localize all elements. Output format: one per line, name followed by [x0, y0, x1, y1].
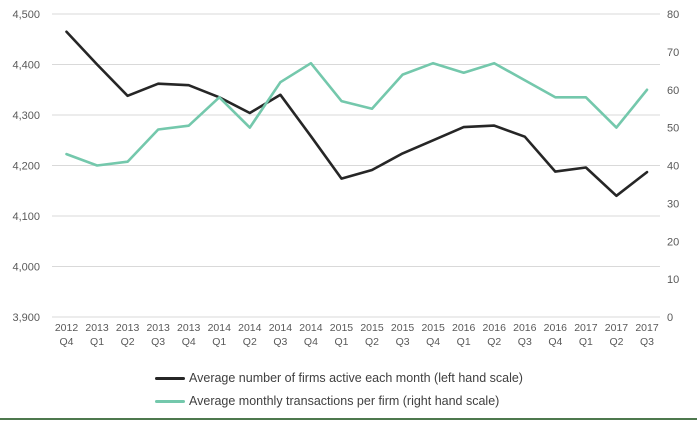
x-axis-tick: 2014 Q4 [299, 322, 323, 348]
x-axis-tick: 2014 Q1 [208, 322, 232, 348]
legend-swatch-transactions-line [155, 399, 185, 403]
x-axis-tick: 2015 Q1 [330, 322, 354, 348]
x-axis-tick: 2013 Q2 [116, 322, 140, 348]
legend-swatch-firms-line [155, 376, 185, 380]
x-axis-tick: 2015 Q3 [391, 322, 415, 348]
x-axis-tick: 2014 Q2 [238, 322, 262, 348]
left-axis-tick: 3,900 [12, 312, 40, 324]
series-line-1 [65, 61, 649, 167]
x-axis-tick: 2016 Q3 [513, 322, 537, 348]
legend-label-transactions: Average monthly transactions per firm (r… [189, 394, 500, 408]
right-axis-tick: 80 [667, 9, 679, 21]
left-axis-tick: 4,500 [12, 9, 40, 21]
x-axis-tick: 2016 Q2 [483, 322, 507, 348]
chart-legend: Average number of firms active each mont… [155, 371, 523, 408]
legend-item-transactions: Average monthly transactions per firm (r… [155, 394, 523, 408]
right-axis-tick: 0 [667, 312, 673, 324]
right-axis-tick: 50 [667, 123, 679, 135]
left-axis-tick: 4,200 [12, 161, 40, 173]
right-axis-tick: 20 [667, 236, 679, 248]
x-axis-tick: 2017 Q2 [605, 322, 629, 348]
x-axis-tick: 2017 Q3 [635, 322, 659, 348]
dual-axis-line-chart: 4,500 4,400 4,300 4,200 4,100 4,000 3,900 80 70 6… [12, 9, 679, 348]
x-axis-tick: 2013 Q4 [177, 322, 201, 348]
right-axis-tick: 40 [667, 161, 679, 173]
x-axis-tick: 2016 Q1 [452, 322, 476, 348]
x-axis-tick: 2013 Q3 [146, 322, 170, 348]
legend-label-firms: Average number of firms active each mont… [189, 371, 523, 385]
right-axis-tick: 60 [667, 85, 679, 97]
x-axis-tick: 2013 Q1 [85, 322, 109, 348]
accent-bottom-border [0, 418, 697, 420]
x-axis-tick: 2016 Q4 [544, 322, 568, 348]
x-axis-tick: 2017 Q1 [574, 322, 598, 348]
x-axis-tick: 2012 Q4 [55, 322, 79, 348]
left-axis-tick: 4,000 [12, 262, 40, 274]
left-axis-tick: 4,100 [12, 211, 40, 223]
x-axis-tick: 2014 Q3 [269, 322, 293, 348]
right-axis-tick: 70 [667, 47, 679, 59]
legend-item-firms: Average number of firms active each mont… [155, 371, 523, 385]
right-axis-tick: 30 [667, 198, 679, 210]
series-line-0 [65, 30, 649, 198]
x-axis-tick: 2015 Q2 [360, 322, 384, 348]
right-axis-tick: 10 [667, 274, 679, 286]
x-axis-tick: 2015 Q4 [421, 322, 445, 348]
left-axis-tick: 4,400 [12, 60, 40, 72]
left-axis-tick: 4,300 [12, 110, 40, 122]
